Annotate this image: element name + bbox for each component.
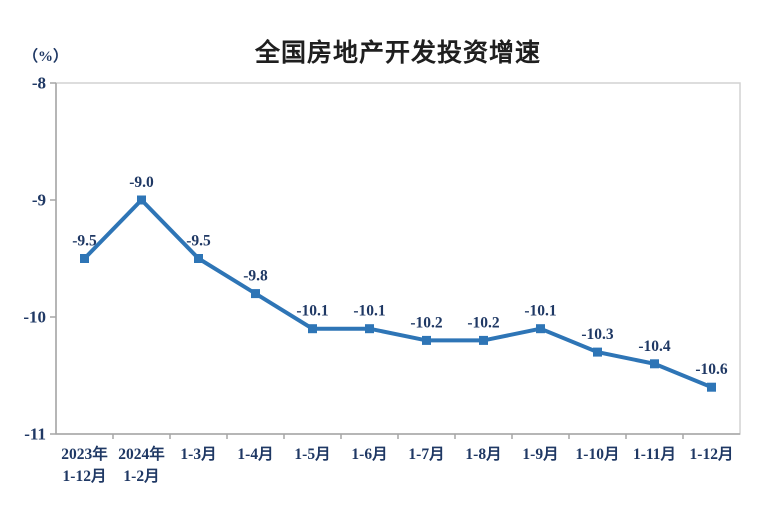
- data-point-label: -10.6: [695, 361, 728, 378]
- data-point-label: -9.0: [129, 174, 154, 191]
- data-point-marker: [479, 335, 488, 345]
- data-point-label: -10.2: [410, 314, 443, 331]
- data-point-marker: [194, 254, 203, 263]
- data-point-label: -10.2: [467, 314, 500, 331]
- data-point-label: -9.8: [243, 268, 268, 285]
- x-axis-category-label: 1-6月: [351, 445, 387, 463]
- x-axis-category-label: 1-11月: [633, 445, 676, 463]
- data-point-marker: [308, 324, 317, 334]
- data-point-label: -10.1: [524, 303, 556, 320]
- data-point-label: -10.1: [353, 303, 385, 320]
- data-point-label: -9.5: [186, 233, 211, 250]
- data-point-marker: [365, 324, 374, 334]
- y-axis-tick-label: -11: [24, 425, 46, 444]
- x-axis-category-label: 2024年 1-2月: [118, 444, 165, 485]
- plot-frame: [55, 82, 741, 435]
- x-axis-category-label: 1-12月: [690, 445, 734, 463]
- y-axis-tick-label: -8: [32, 74, 46, 93]
- data-point-marker: [80, 254, 89, 263]
- data-point-marker: [650, 359, 659, 369]
- x-axis-category-label: 1-4月: [237, 445, 273, 463]
- data-point-marker: [536, 324, 545, 334]
- x-axis-category-label: 1-5月: [294, 445, 330, 463]
- data-point-label: -10.1: [296, 303, 328, 320]
- data-point-marker: [422, 335, 431, 345]
- x-axis-category-label: 1-3月: [180, 445, 216, 463]
- data-point-label: -10.3: [581, 326, 614, 343]
- y-axis-tick-label: -10: [23, 308, 46, 327]
- x-axis-category-label: 1-8月: [465, 445, 501, 463]
- y-axis-tick-label: -9: [32, 191, 46, 210]
- data-point-label: -10.4: [638, 338, 671, 355]
- x-axis-category-label: 1-9月: [522, 445, 558, 463]
- data-point-label: -9.5: [72, 233, 97, 250]
- x-axis-category-label: 2023年 1-12月: [61, 444, 108, 485]
- chart-title: 全国房地产开发投资增速: [254, 39, 541, 67]
- data-point-marker: [707, 382, 716, 392]
- x-axis-category-label: 1-7月: [408, 445, 444, 463]
- x-axis-category-label: 1-10月: [576, 445, 620, 463]
- data-point-marker: [593, 347, 602, 357]
- series-line: [83, 197, 713, 390]
- data-point-marker: [137, 195, 146, 205]
- data-point-marker: [251, 289, 260, 299]
- y-axis-unit-label: （%）: [23, 49, 69, 65]
